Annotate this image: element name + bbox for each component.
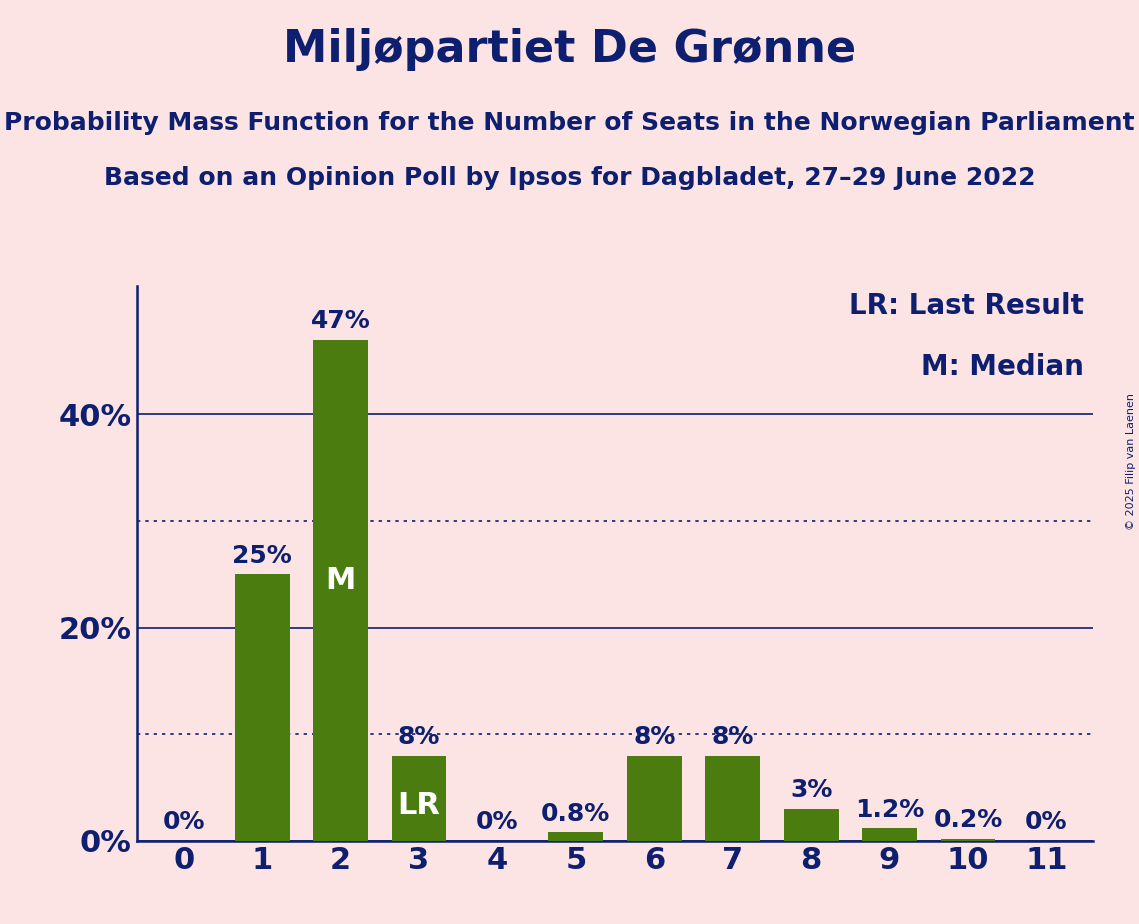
Text: 0.2%: 0.2% [933, 808, 1002, 833]
Bar [548, 833, 604, 841]
Bar [862, 828, 917, 841]
Text: 0%: 0% [1025, 810, 1067, 834]
Text: LR: Last Result: LR: Last Result [849, 292, 1084, 320]
Text: Based on an Opinion Poll by Ipsos for Dagbladet, 27–29 June 2022: Based on an Opinion Poll by Ipsos for Da… [104, 166, 1035, 190]
Text: LR: LR [398, 791, 441, 820]
Text: Probability Mass Function for the Number of Seats in the Norwegian Parliament: Probability Mass Function for the Number… [5, 111, 1134, 135]
Text: © 2025 Filip van Laenen: © 2025 Filip van Laenen [1126, 394, 1136, 530]
Text: 47%: 47% [311, 310, 370, 334]
Bar [235, 575, 289, 841]
Text: 3%: 3% [790, 778, 833, 802]
Text: 8%: 8% [398, 725, 440, 749]
Text: Miljøpartiet De Grønne: Miljøpartiet De Grønne [282, 28, 857, 71]
Text: 8%: 8% [633, 725, 675, 749]
Bar [705, 756, 760, 841]
Text: M: M [326, 565, 355, 595]
Text: 1.2%: 1.2% [855, 797, 924, 821]
Bar [313, 340, 368, 841]
Bar [941, 839, 995, 841]
Text: 8%: 8% [712, 725, 754, 749]
Bar [626, 756, 682, 841]
Text: 25%: 25% [232, 544, 292, 568]
Text: 0%: 0% [476, 810, 518, 834]
Bar [392, 756, 446, 841]
Text: 0.8%: 0.8% [541, 802, 611, 826]
Text: M: Median: M: Median [921, 353, 1084, 381]
Bar [784, 808, 838, 841]
Text: 0%: 0% [163, 810, 205, 834]
